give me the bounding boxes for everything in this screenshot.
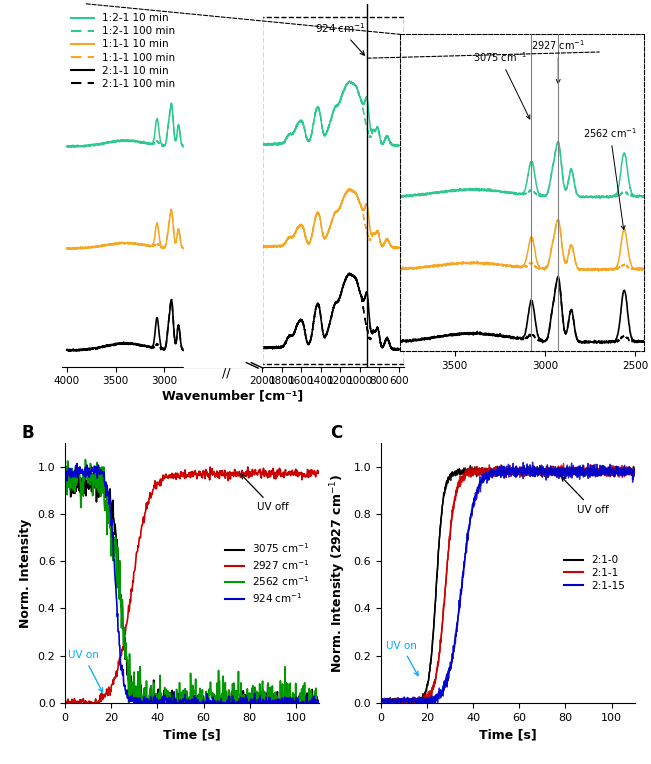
Text: C: C: [330, 424, 342, 442]
Text: 2927 cm$^{-1}$: 2927 cm$^{-1}$: [531, 38, 585, 83]
Y-axis label: Norm. Intensity: Norm. Intensity: [19, 519, 32, 627]
Legend: 1:2-1 10 min, 1:2-1 100 min, 1:1-1 10 min, 1:1-1 100 min, 2:1-1 10 min, 2:1-1 10: 1:2-1 10 min, 1:2-1 100 min, 1:1-1 10 mi…: [67, 9, 180, 93]
Text: UV off: UV off: [241, 474, 288, 512]
X-axis label: Wavenumber [cm⁻¹]: Wavenumber [cm⁻¹]: [162, 389, 303, 402]
Text: 3075 cm$^{-1}$: 3075 cm$^{-1}$: [473, 50, 530, 119]
Text: 924 cm$^{-1}$: 924 cm$^{-1}$: [314, 21, 366, 55]
X-axis label: Time [s]: Time [s]: [163, 728, 221, 741]
Text: 2562 cm$^{-1}$: 2562 cm$^{-1}$: [583, 126, 637, 230]
Text: UV off: UV off: [561, 477, 609, 514]
Text: //: //: [221, 366, 230, 379]
Y-axis label: Norm. Intensity (2927 cm$^{-1}$): Norm. Intensity (2927 cm$^{-1}$): [328, 474, 348, 672]
X-axis label: Time [s]: Time [s]: [479, 728, 536, 741]
Text: UV on: UV on: [68, 650, 102, 692]
Text: B: B: [22, 424, 35, 442]
Legend: 2:1-0, 2:1-1, 2:1-15: 2:1-0, 2:1-1, 2:1-15: [561, 552, 630, 594]
Bar: [262, 18, 404, 364]
Legend: 3075 cm$^{-1}$, 2927 cm$^{-1}$, 2562 cm$^{-1}$, 924 cm$^{-1}$: 3075 cm$^{-1}$, 2927 cm$^{-1}$, 2562 cm$…: [221, 537, 314, 609]
Text: UV on: UV on: [386, 641, 418, 675]
